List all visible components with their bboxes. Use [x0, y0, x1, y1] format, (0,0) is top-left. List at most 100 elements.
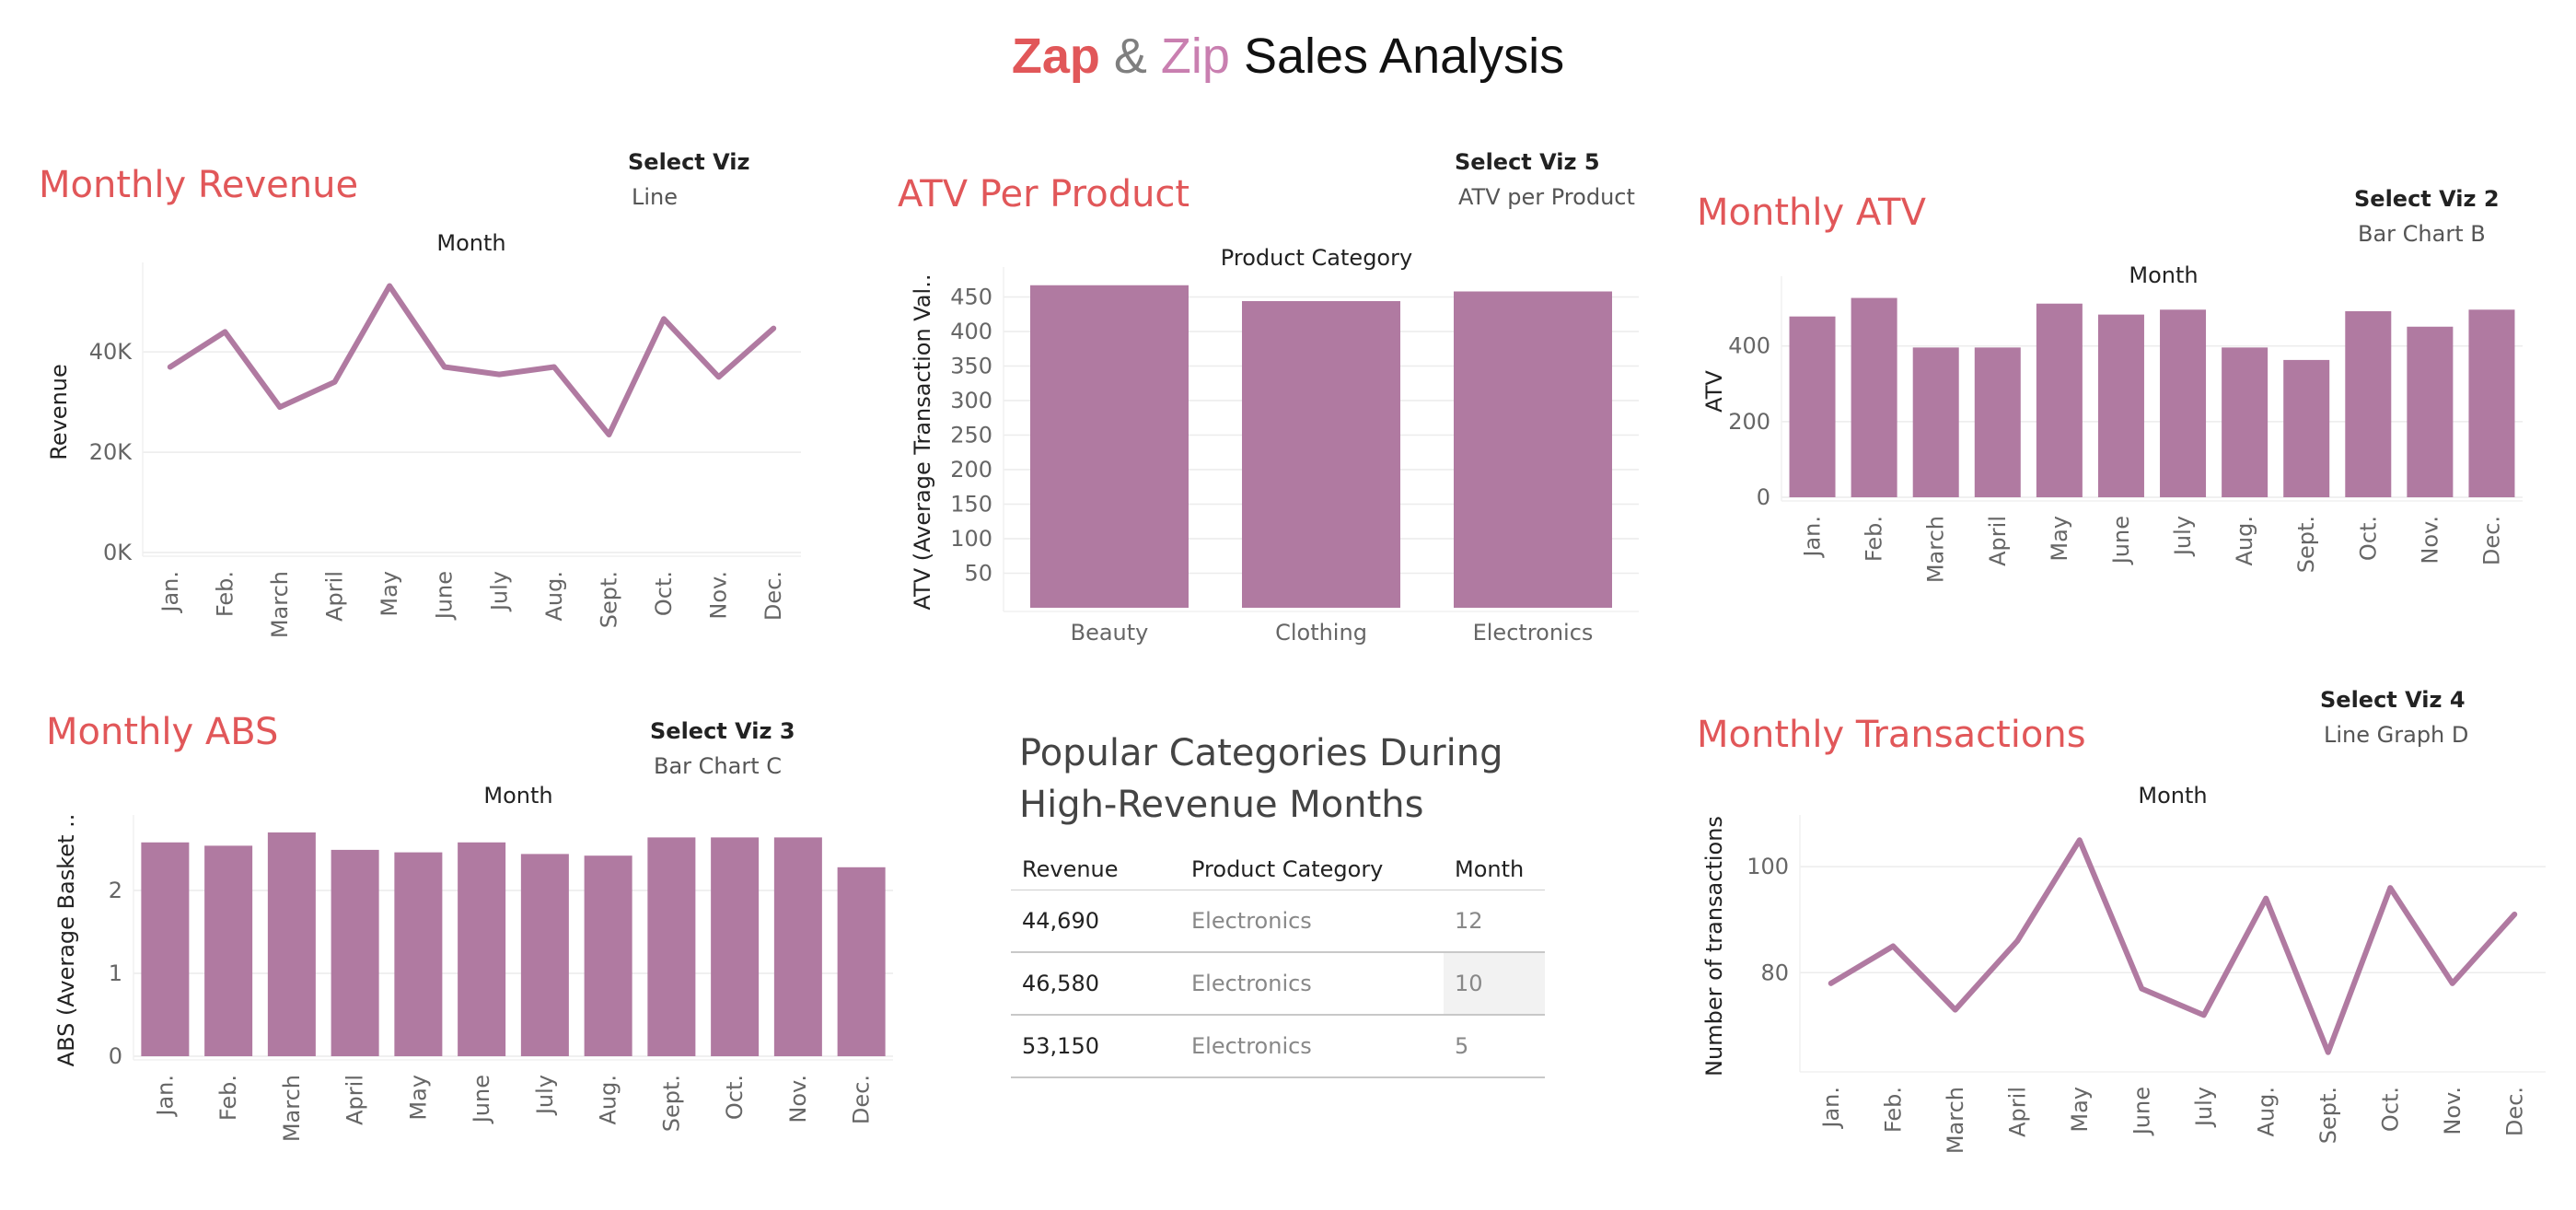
bar-june	[2097, 314, 2144, 497]
bar-july	[2160, 309, 2207, 497]
x-tick-label: June	[2129, 1087, 2154, 1136]
y-tick-label: 400	[950, 319, 992, 344]
col-header-revenue[interactable]: Revenue	[1011, 849, 1180, 890]
x-tick-label: Electronics	[1473, 620, 1594, 646]
bar-nov	[2407, 326, 2454, 497]
x-tick-label: Dec.	[849, 1075, 875, 1124]
data-point	[772, 328, 774, 330]
popular-categories-title: Popular Categories During High-Revenue M…	[1019, 727, 1572, 831]
data-point	[444, 366, 446, 367]
bar-may	[394, 852, 443, 1056]
revenue-select-label: Select Viz	[628, 149, 750, 175]
x-tick-label: Nov.	[2440, 1087, 2466, 1135]
atv-month-panel-title: Monthly ATV	[1697, 192, 1926, 234]
y-tick-label: 20K	[89, 439, 133, 465]
bar-aug	[584, 855, 632, 1056]
chart-title: Month	[2129, 262, 2198, 288]
data-point	[2513, 913, 2515, 915]
bar-nov	[773, 837, 822, 1056]
y-tick-label: 1	[109, 960, 122, 986]
x-tick-label: Sept.	[2293, 516, 2319, 573]
revenue-chart: 0K 20K 40K Month Revenue Jan. Feb. March April Ma…	[46, 230, 801, 638]
bar-july	[520, 854, 569, 1056]
table-row[interactable]: 46,580 Electronics 10	[1011, 952, 1545, 1016]
bar-june	[458, 842, 506, 1056]
x-tick-label: Jan.	[1818, 1087, 1844, 1130]
y-tick-label: 80	[1760, 960, 1789, 985]
x-tick-label: Dec.	[2478, 516, 2504, 565]
bar-dec	[837, 867, 886, 1056]
bar-sept	[2283, 359, 2330, 497]
atv-month-select-value[interactable]: Bar Chart B	[2358, 221, 2486, 247]
bar-april	[1974, 347, 2021, 497]
y-tick-label: 2	[109, 878, 122, 903]
title-ampersand: &	[1113, 29, 1147, 84]
series-line	[1828, 837, 2518, 1055]
x-tick-label: Feb.	[1862, 516, 1887, 562]
col-header-product-category[interactable]: Product Category	[1180, 849, 1444, 890]
y-axis-label: ATV	[1701, 370, 1727, 413]
cell-month: 5	[1444, 1015, 1545, 1078]
data-point	[2016, 940, 2018, 942]
bar-electronics	[1454, 291, 1612, 608]
x-tick-label: Oct.	[2355, 516, 2381, 561]
x-tick-label: Dec.	[760, 571, 786, 621]
col-header-month[interactable]: Month	[1444, 849, 1545, 890]
x-tick-label: Oct.	[722, 1075, 748, 1120]
data-point	[279, 406, 281, 408]
data-point	[663, 318, 665, 320]
y-tick-label: 250	[950, 423, 992, 448]
abs-viz-selector[interactable]: Select Viz 3 Bar Chart C	[650, 718, 795, 779]
revenue-select-value[interactable]: Line	[632, 184, 679, 210]
transactions-select-value[interactable]: Line Graph D	[2324, 722, 2469, 748]
x-tick-label: April	[1985, 516, 2011, 566]
transactions-chart: 80 100 Month Number of transactions Jan. Feb.…	[1701, 783, 2546, 1154]
x-tick-label: Feb.	[212, 571, 238, 617]
y-tick-label: 450	[950, 285, 992, 310]
x-tick-label: Oct.	[2377, 1087, 2403, 1132]
revenue-viz-selector[interactable]: Select Viz Line	[628, 149, 749, 210]
x-tick-label: Oct.	[651, 571, 677, 616]
table-row[interactable]: 44,690 Electronics 12	[1011, 890, 1545, 953]
data-point	[2203, 1014, 2205, 1016]
atv-product-viz-selector[interactable]: Select Viz 5 ATV per Product	[1455, 149, 1635, 210]
abs-select-label: Select Viz 3	[650, 718, 795, 744]
transactions-panel-title: Monthly Transactions	[1697, 714, 2086, 756]
atv-product-select-value[interactable]: ATV per Product	[1458, 184, 1635, 210]
title-sales-analysis: Sales Analysis	[1243, 29, 1565, 84]
x-tick-label: Aug.	[2253, 1087, 2279, 1137]
y-tick-label: 100	[950, 526, 992, 552]
table-row[interactable]: 53,150 Electronics 5	[1011, 1015, 1545, 1078]
bar-jan	[1789, 316, 1836, 497]
atv-month-viz-selector[interactable]: Select Viz 2 Bar Chart B	[2354, 186, 2500, 247]
data-point	[553, 366, 555, 367]
x-tick-label: Sept.	[658, 1075, 684, 1132]
data-point	[498, 374, 500, 376]
x-tick-label: Beauty	[1071, 620, 1149, 646]
atv-product-select-label: Select Viz 5	[1455, 149, 1600, 175]
cell-revenue: 46,580	[1011, 952, 1180, 1016]
cell-revenue: 53,150	[1011, 1015, 1180, 1078]
dashboard-title: Zap & Zip Sales Analysis	[0, 28, 2576, 85]
data-point	[334, 381, 336, 383]
data-point	[1892, 946, 1894, 947]
chart-title: Month	[2138, 783, 2207, 809]
title-zip: Zip	[1160, 29, 1230, 84]
y-tick-label: 350	[950, 354, 992, 379]
bar-may	[2036, 303, 2083, 497]
x-tick-label: April	[2004, 1087, 2030, 1137]
bar-jan	[141, 842, 190, 1056]
y-tick-label: 300	[950, 388, 992, 413]
y-tick-label: 40K	[89, 339, 133, 365]
y-tick-label: 0	[1757, 484, 1770, 510]
bar-aug	[2222, 347, 2269, 497]
x-tick-label: Jan.	[152, 1075, 178, 1118]
transactions-viz-selector[interactable]: Select Viz 4 Line Graph D	[2320, 687, 2468, 748]
title-zap: Zap	[1011, 29, 1100, 84]
y-tick-label: 200	[950, 457, 992, 483]
bar-oct	[711, 837, 760, 1056]
abs-select-value[interactable]: Bar Chart C	[654, 753, 783, 779]
x-tick-label: March	[279, 1075, 305, 1142]
data-point	[2389, 887, 2391, 889]
revenue-panel-title: Monthly Revenue	[39, 164, 359, 206]
